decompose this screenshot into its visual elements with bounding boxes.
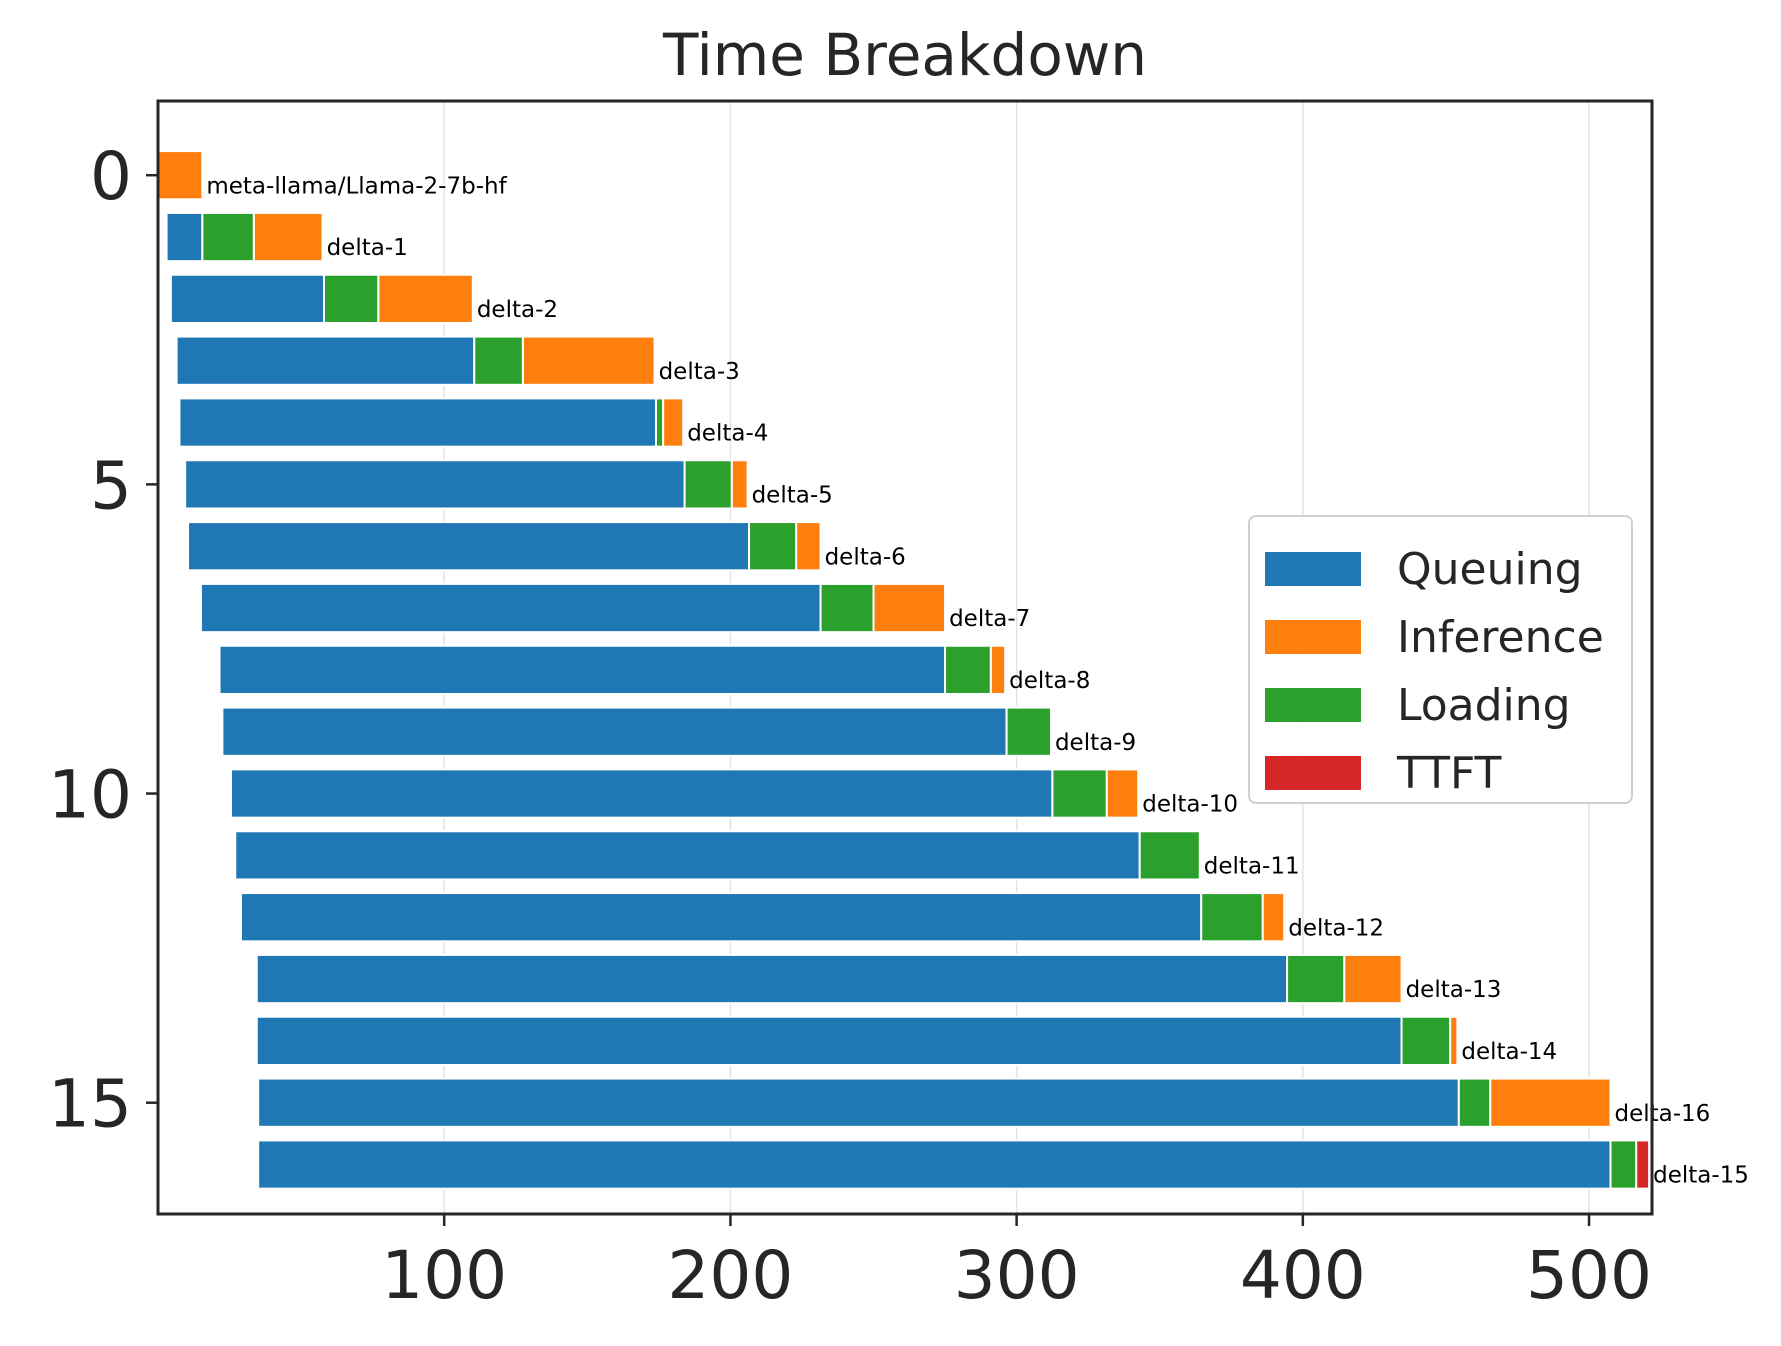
bar-queuing-13 bbox=[255, 953, 1289, 1005]
legend-label-inference: Inference bbox=[1397, 612, 1604, 663]
bar-label-7: delta-7 bbox=[949, 606, 1030, 632]
y-tick-label-10: 10 bbox=[48, 757, 132, 834]
bar-loading-12 bbox=[1200, 892, 1264, 943]
chart-title: Time Breakdown bbox=[662, 21, 1147, 89]
bar-label-0: meta-llama/Llama-2-7b-hf bbox=[206, 173, 507, 199]
legend-label-ttft: TTFT bbox=[1396, 748, 1502, 799]
bar-loading-11 bbox=[1138, 830, 1201, 881]
bar-queuing-4 bbox=[178, 397, 657, 448]
plot-frame bbox=[156, 99, 1654, 1216]
bar-labels: meta-llama/Llama-2-7b-hf delta-1 delta-2 de… bbox=[206, 173, 1749, 1188]
y-axis: 0 5 10 15 bbox=[48, 138, 158, 1143]
y-tick-label-0: 0 bbox=[90, 138, 132, 215]
bar-inference-13 bbox=[1343, 953, 1403, 1005]
bar-inference-7 bbox=[872, 582, 947, 634]
bar-loading-1 bbox=[201, 211, 255, 263]
bar-queuing-14 bbox=[255, 1015, 1403, 1066]
bar-label-4: delta-4 bbox=[687, 421, 768, 447]
bar-loading-4 bbox=[655, 397, 665, 448]
bar-inference-4 bbox=[662, 397, 685, 448]
bar-queuing-16 bbox=[257, 1139, 1612, 1190]
bar-loading-2 bbox=[323, 273, 380, 324]
bar-loading-15 bbox=[1457, 1077, 1492, 1128]
legend-swatch-loading bbox=[1265, 688, 1361, 722]
bar-label-2: delta-2 bbox=[477, 297, 558, 323]
bar-queuing-5 bbox=[184, 459, 686, 510]
bar-label-10: delta-10 bbox=[1142, 792, 1238, 818]
legend-box bbox=[1248, 515, 1633, 804]
bar-loading-7 bbox=[819, 582, 875, 634]
bar-loading-13 bbox=[1286, 953, 1346, 1005]
legend-swatch-inference bbox=[1265, 620, 1361, 654]
bar-queuing-11 bbox=[234, 830, 1141, 881]
x-tick-label-500: 500 bbox=[1526, 1237, 1652, 1314]
bar-queuing-9 bbox=[221, 706, 1008, 757]
x-tick-label-300: 300 bbox=[954, 1237, 1080, 1314]
x-tick-label-100: 100 bbox=[381, 1237, 507, 1314]
bar-loading-5 bbox=[683, 459, 733, 510]
bar-inference-14 bbox=[1449, 1015, 1459, 1066]
bar-inference-2 bbox=[377, 273, 474, 324]
bar-label-12: delta-12 bbox=[1288, 915, 1384, 941]
bar-queuing-3 bbox=[175, 335, 476, 386]
legend: Queuing Inference Loading TTFT bbox=[1248, 515, 1633, 804]
bar-queuing-12 bbox=[240, 892, 1203, 943]
bar-loading-8 bbox=[944, 644, 992, 695]
bar-label-13: delta-13 bbox=[1406, 977, 1502, 1003]
bar-inference-15 bbox=[1489, 1077, 1612, 1128]
bar-loading-14 bbox=[1400, 1015, 1452, 1066]
bar-label-1: delta-1 bbox=[327, 235, 408, 261]
bar-loading-6 bbox=[748, 521, 798, 572]
bar-label-8: delta-8 bbox=[1009, 668, 1090, 694]
bar-queuing-8 bbox=[218, 644, 947, 695]
bar-inference-3 bbox=[521, 335, 656, 386]
bar-queuing-2 bbox=[169, 273, 325, 324]
x-axis: 100 200 300 400 500 bbox=[381, 1214, 1652, 1314]
y-tick-label-5: 5 bbox=[90, 447, 132, 524]
bar-inference-1 bbox=[252, 211, 324, 263]
bar-label-3: delta-3 bbox=[659, 359, 740, 385]
bar-label-9: delta-9 bbox=[1055, 730, 1136, 756]
bar-inference-0 bbox=[157, 150, 204, 201]
legend-label-loading: Loading bbox=[1397, 680, 1571, 731]
bar-label-5: delta-5 bbox=[752, 482, 833, 508]
bar-label-15: delta-16 bbox=[1615, 1101, 1711, 1127]
bars bbox=[157, 150, 1651, 1190]
legend-swatch-ttft bbox=[1265, 756, 1361, 790]
bar-queuing-1 bbox=[165, 211, 204, 263]
x-tick-label-200: 200 bbox=[667, 1237, 793, 1314]
bar-queuing-7 bbox=[199, 582, 822, 634]
legend-swatch-queuing bbox=[1265, 552, 1361, 586]
bar-label-11: delta-11 bbox=[1204, 853, 1300, 879]
bar-label-14: delta-14 bbox=[1461, 1039, 1557, 1065]
bar-loading-3 bbox=[473, 335, 524, 386]
bar-inference-8 bbox=[989, 644, 1007, 695]
bar-queuing-6 bbox=[187, 521, 751, 572]
bar-label-16: delta-15 bbox=[1653, 1163, 1749, 1189]
bar-inference-6 bbox=[795, 521, 822, 572]
y-tick-label-15: 15 bbox=[48, 1066, 132, 1143]
bar-inference-5 bbox=[730, 459, 749, 510]
bar-loading-10 bbox=[1051, 768, 1108, 819]
bar-queuing-10 bbox=[229, 768, 1054, 819]
bar-ttft-16 bbox=[1635, 1139, 1651, 1190]
legend-label-queuing: Queuing bbox=[1397, 544, 1583, 595]
x-tick-label-400: 400 bbox=[1240, 1237, 1366, 1314]
bar-queuing-15 bbox=[257, 1077, 1460, 1128]
bar-inference-12 bbox=[1261, 892, 1286, 943]
bar-inference-10 bbox=[1105, 768, 1140, 819]
bar-loading-9 bbox=[1005, 706, 1052, 757]
bar-label-6: delta-6 bbox=[825, 544, 906, 570]
bar-loading-16 bbox=[1609, 1139, 1638, 1190]
